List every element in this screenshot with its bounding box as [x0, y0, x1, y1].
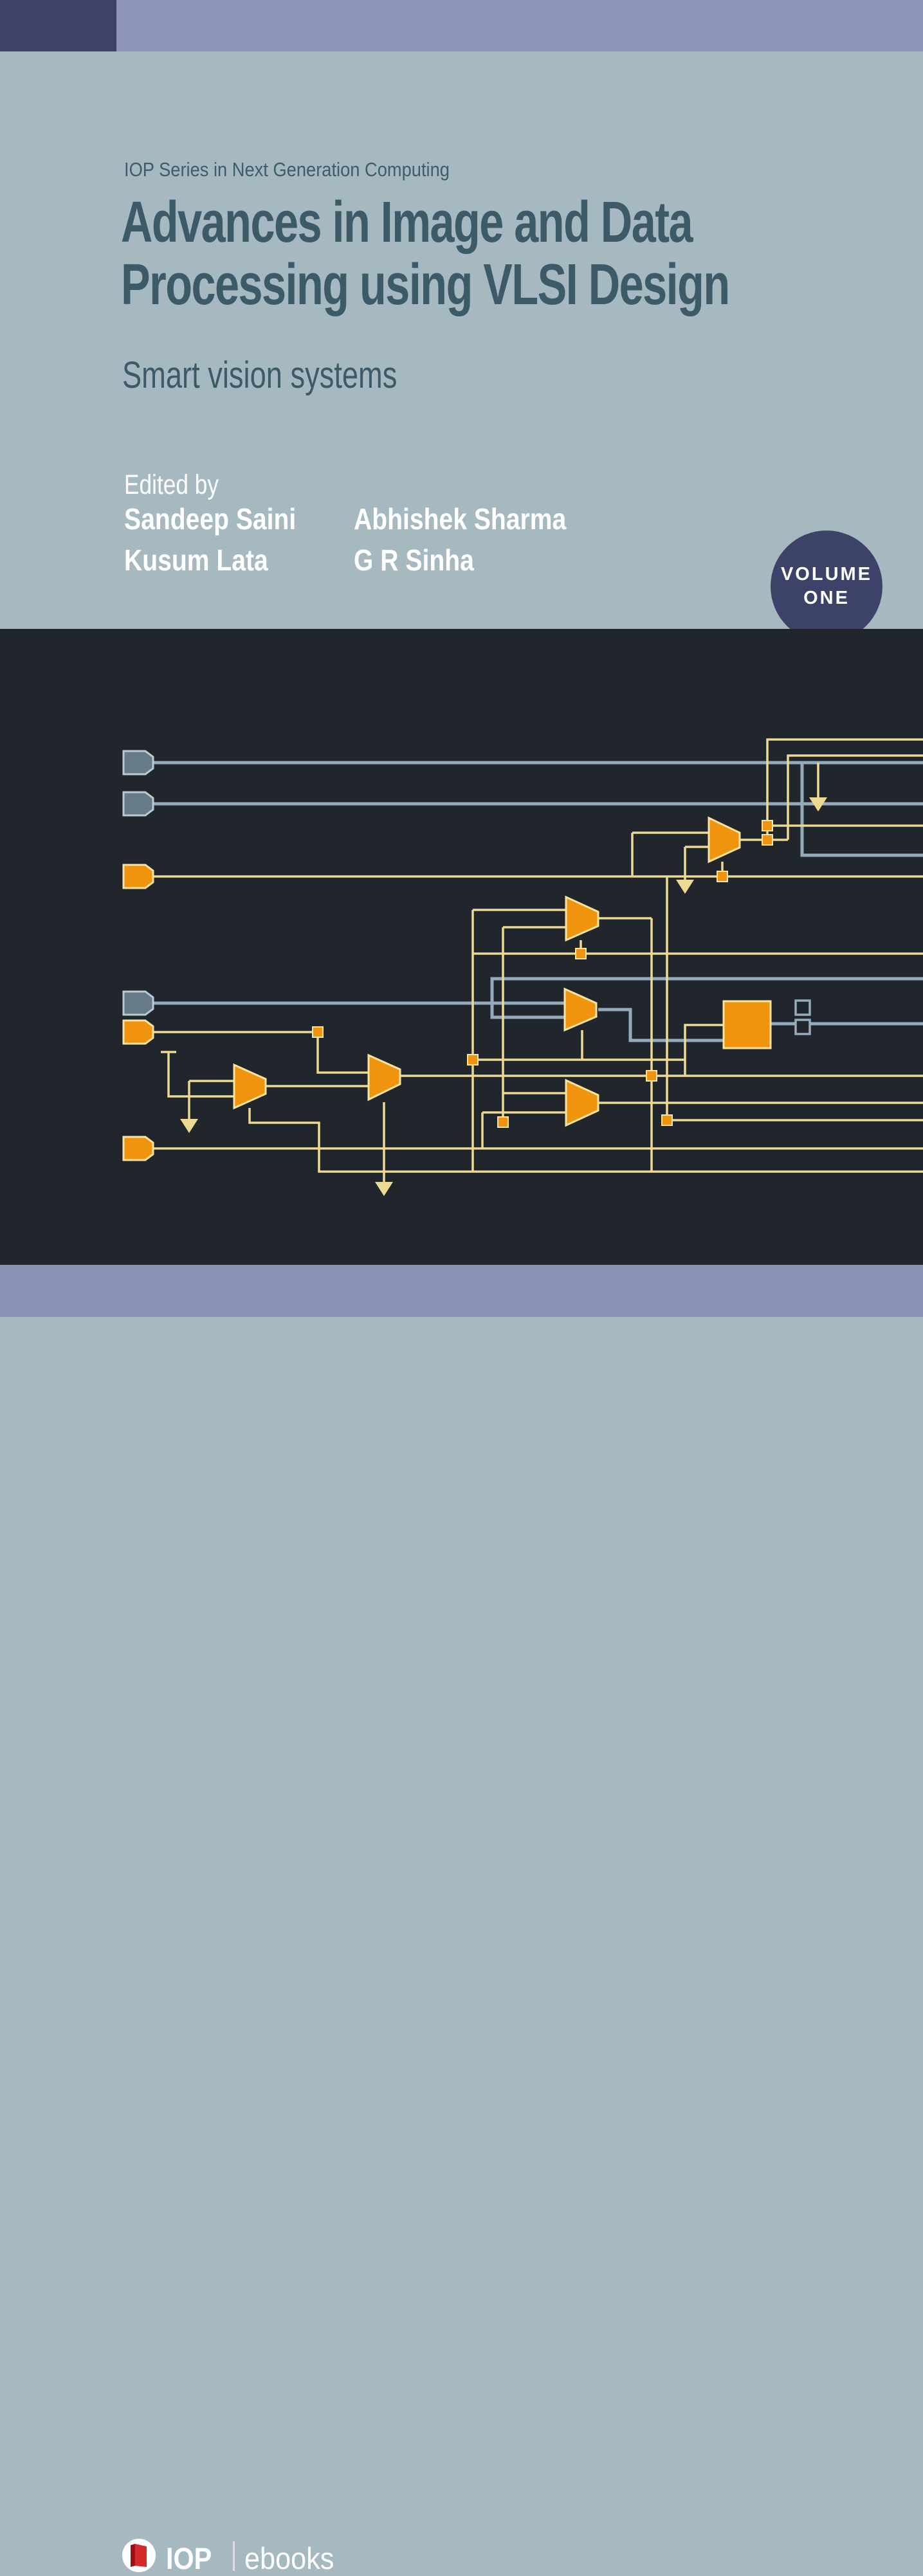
book-subtitle: Smart vision systems: [122, 354, 398, 396]
volume-badge-line2: ONE: [803, 588, 850, 608]
editor-name: G R Sinha: [354, 543, 474, 577]
input-pin-orange: [122, 864, 154, 889]
book-title-line1: Advances in Image and Data: [121, 190, 693, 255]
footer-product-text: ebooks: [244, 2541, 334, 2575]
footer-publisher-text: IOP: [166, 2541, 212, 2575]
editor-name: Kusum Lata: [124, 543, 268, 577]
down-arrow-icon: [180, 797, 827, 1196]
buffer-gate: [708, 816, 741, 864]
yellow-wires: [153, 738, 923, 1182]
cover-upper-section: IOP Series in Next Generation Computing …: [0, 51, 923, 642]
circuit-section: [0, 629, 923, 1265]
input-pins: [122, 750, 154, 1161]
circuit-diagram-graphic: [122, 738, 923, 1196]
editor-name: Abhishek Sharma: [354, 502, 567, 536]
series-title: IOP Series in Next Generation Computing: [124, 158, 450, 181]
editor-name: Sandeep Saini: [124, 502, 297, 536]
iop-book-icon: [131, 2544, 147, 2567]
book-title-line2: Processing using VLSI Design: [121, 253, 730, 317]
buffer-gates: [233, 816, 741, 1127]
volume-badge: VOLUME ONE: [771, 531, 882, 642]
input-pin-gray: [122, 750, 154, 776]
gray-wires: [153, 761, 923, 1042]
buffer-gate: [233, 1063, 267, 1110]
top-purple-band: [116, 0, 923, 51]
buffer-gate: [565, 895, 599, 942]
footer-divider: [233, 2541, 235, 2571]
buffer-gate: [563, 987, 598, 1032]
junction-nodes: [312, 820, 773, 1128]
logic-block-square: [722, 1000, 772, 1049]
footer-band: IOP ebooks: [0, 1265, 923, 2575]
top-left-navy-block: [0, 0, 116, 51]
edited-by-label: Edited by: [124, 469, 219, 500]
input-pin-orange: [122, 1136, 154, 1161]
input-pin-gray: [122, 791, 154, 817]
buffer-gate: [565, 1078, 599, 1127]
buffer-gate: [367, 1053, 401, 1102]
input-pin-gray: [122, 990, 154, 1016]
input-pin-orange: [122, 1019, 154, 1045]
iop-logo-circle: [122, 2539, 156, 2572]
volume-badge-line1: VOLUME: [780, 564, 873, 585]
gray-connector-squares: [794, 999, 811, 1035]
book-title: Advances in Image and Data Processing us…: [121, 190, 730, 317]
